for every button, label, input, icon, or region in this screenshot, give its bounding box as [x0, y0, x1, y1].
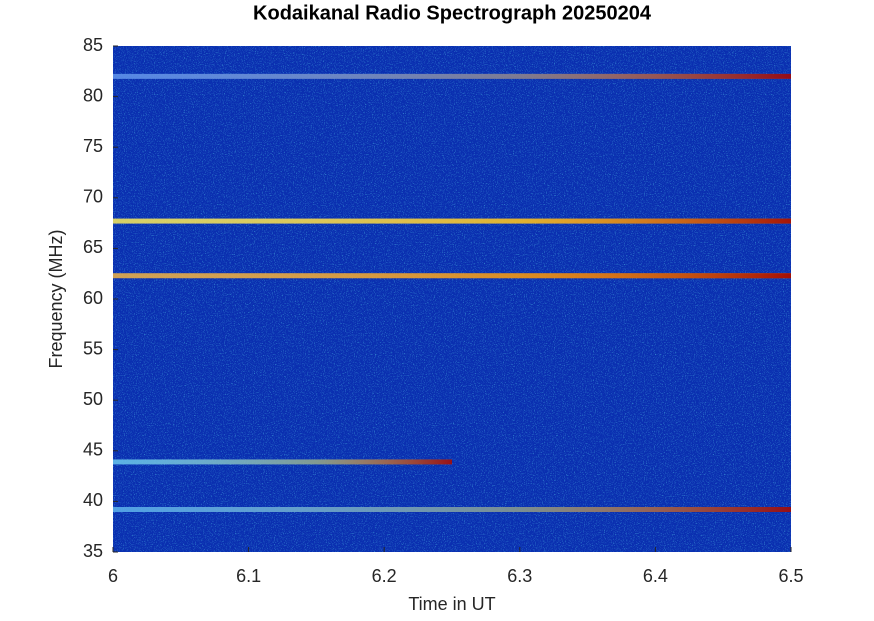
heatmap-noise: [113, 46, 791, 552]
y-tick-label: 65: [83, 237, 103, 257]
x-tick-label: 6.3: [507, 566, 532, 586]
x-axis-label: Time in UT: [408, 594, 495, 614]
y-tick-label: 35: [83, 541, 103, 561]
emission-glow: [113, 218, 791, 224]
y-tick-label: 40: [83, 490, 103, 510]
chart-title: Kodaikanal Radio Spectrograph 20250204: [253, 2, 652, 24]
y-tick-label: 45: [83, 440, 103, 460]
x-tick-label: 6.4: [643, 566, 668, 586]
y-tick-label: 80: [83, 85, 103, 105]
y-tick-label: 75: [83, 136, 103, 156]
emission-glow: [113, 273, 791, 279]
plot-area: [113, 46, 791, 552]
emission-glow: [113, 506, 791, 512]
y-tick-label: 50: [83, 389, 103, 409]
y-tick-label: 55: [83, 338, 103, 358]
y-tick-label: 85: [83, 35, 103, 55]
x-tick-label: 6.5: [778, 566, 803, 586]
x-tick-label: 6.1: [236, 566, 261, 586]
y-tick-label: 70: [83, 187, 103, 207]
emission-glow: [113, 73, 791, 79]
emission-glow: [113, 459, 452, 465]
y-tick-label: 60: [83, 288, 103, 308]
y-axis-label: Frequency (MHz): [46, 229, 66, 368]
x-tick-label: 6.2: [372, 566, 397, 586]
x-tick-label: 6: [108, 566, 118, 586]
